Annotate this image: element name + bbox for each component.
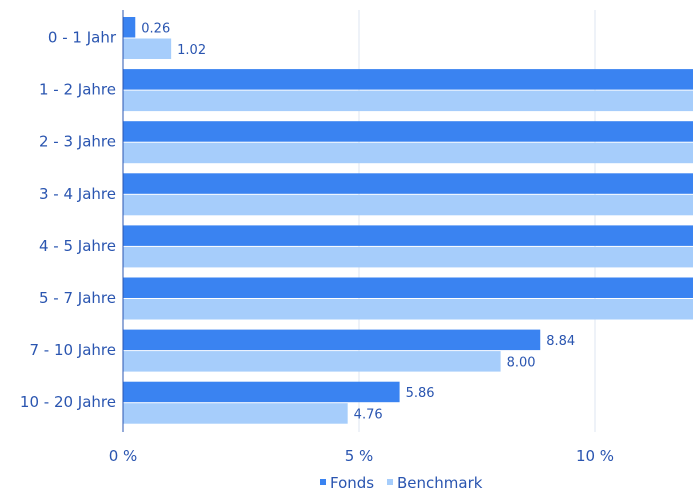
legend-label-benchmark: Benchmark: [397, 474, 483, 492]
bar-benchmark-7: [123, 403, 348, 424]
data-label-fonds-0: 0.26: [141, 21, 170, 36]
legend-marker-fonds: [320, 479, 326, 485]
x-tick-label-1: 5 %: [345, 447, 374, 465]
category-label-4: 4 - 5 Jahre: [39, 237, 116, 255]
bar-benchmark-0: [123, 38, 172, 59]
bar-fonds-1: [123, 69, 693, 90]
bar-fonds-3: [123, 173, 693, 194]
x-tick-label-2: 10 %: [576, 447, 614, 465]
bar-benchmark-6: [123, 351, 501, 372]
category-label-1: 1 - 2 Jahre: [39, 81, 116, 99]
category-label-7: 10 - 20 Jahre: [20, 393, 116, 411]
x-tick-label-0: 0 %: [109, 447, 138, 465]
bar-benchmark-3: [123, 194, 693, 216]
legend-marker-benchmark: [387, 479, 393, 485]
data-label-fonds-7: 5.86: [406, 386, 435, 401]
category-label-2: 2 - 3 Jahre: [39, 133, 116, 151]
bar-benchmark-2: [123, 142, 693, 164]
bar-fonds-4: [123, 225, 693, 246]
data-label-benchmark-7: 4.76: [354, 407, 383, 422]
bar-fonds-7: [123, 381, 400, 403]
bar-fonds-0: [123, 17, 136, 38]
data-label-benchmark-6: 8.00: [507, 355, 536, 370]
category-label-0: 0 - 1 Jahr: [48, 29, 117, 47]
bar-benchmark-5: [123, 299, 693, 320]
bar-benchmark-1: [123, 90, 693, 112]
category-label-3: 3 - 4 Jahre: [39, 185, 116, 203]
category-label-5: 5 - 7 Jahre: [39, 289, 116, 307]
bar-fonds-2: [123, 121, 693, 142]
data-label-benchmark-0: 1.02: [177, 43, 206, 58]
bar-benchmark-4: [123, 246, 693, 268]
legend-label-fonds: Fonds: [330, 474, 374, 492]
data-label-fonds-6: 8.84: [546, 334, 575, 349]
bar-fonds-5: [123, 277, 693, 298]
bar-fonds-6: [123, 329, 541, 351]
category-label-6: 7 - 10 Jahre: [29, 341, 116, 359]
